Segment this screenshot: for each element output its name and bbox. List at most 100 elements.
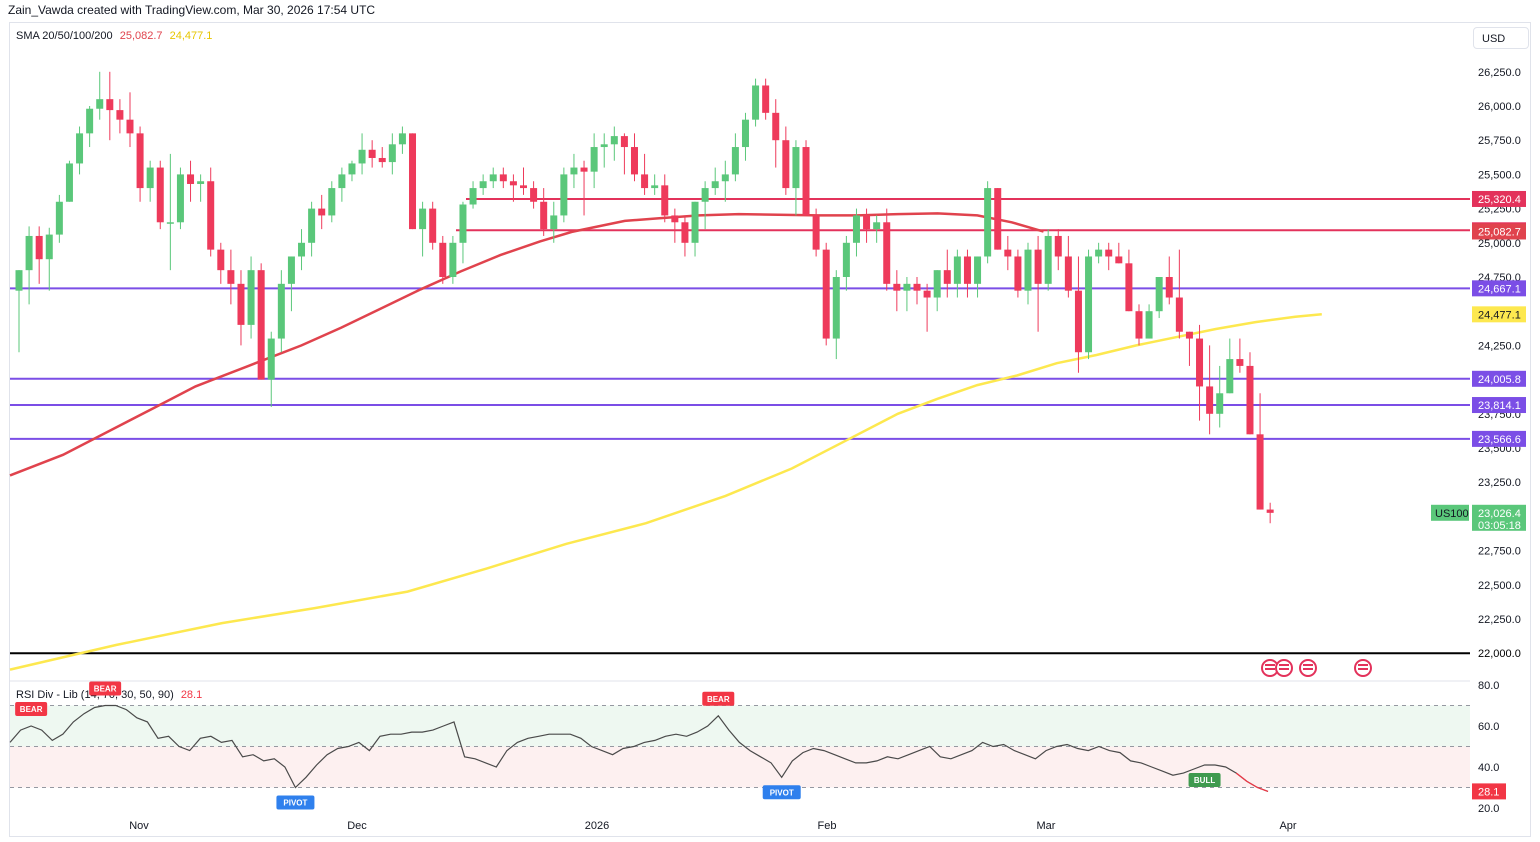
rsi-oversold-zone [10, 746, 1470, 788]
level-price-tag-bg [1472, 190, 1526, 207]
candle-body [1165, 277, 1173, 298]
date-axis-label: Mar [1037, 820, 1056, 832]
sma-red-line [9, 212, 1044, 477]
candle-body [499, 174, 507, 182]
candle-body [913, 283, 921, 291]
rsi-overbought-zone [10, 705, 1470, 747]
price-tick-label: 25,750.0 [1478, 135, 1521, 147]
candle-body [298, 242, 306, 257]
level-price-tag-bg [1472, 280, 1526, 297]
candle-body [590, 147, 598, 172]
candle-body [1024, 249, 1032, 291]
currency-button[interactable]: USD [1473, 27, 1529, 49]
candle-body [974, 256, 982, 284]
candle-body [842, 242, 850, 277]
candle-body [731, 147, 739, 175]
candle-body [1115, 256, 1123, 264]
price-tick-label: 22,500.0 [1478, 580, 1521, 592]
candle-body [1256, 434, 1264, 510]
candle-body [409, 133, 417, 230]
last-price-label: 23,026.4 [1478, 508, 1521, 520]
rsi-line-oversold [1235, 772, 1269, 792]
candle-body [600, 144, 608, 148]
candle-body [994, 188, 1002, 250]
candle-body [883, 222, 891, 284]
candle-body [1004, 249, 1012, 257]
candle-body [1226, 359, 1234, 394]
candle-body [701, 188, 709, 202]
candle-body [802, 147, 810, 216]
candle-body [368, 149, 376, 158]
flag-stripe [1358, 664, 1368, 666]
candle-body [1236, 359, 1244, 366]
candle-body [1135, 311, 1143, 339]
candle-body [1246, 365, 1254, 435]
rsi-signal-bear-marker [89, 681, 122, 696]
attribution-header: Zain_Vawda created with TradingView.com,… [8, 3, 376, 17]
rsi-tick-label: 20.0 [1478, 803, 1499, 815]
candle-body [1206, 386, 1214, 414]
candle-body [1095, 249, 1103, 257]
level-price-tag-bg [1472, 645, 1526, 662]
rsi-signal-label: PIVOT [770, 788, 794, 797]
candle-body [308, 208, 316, 243]
candle-body [792, 147, 800, 189]
level-price-tag: 25,320.4 [1478, 194, 1521, 206]
candle-body [65, 163, 73, 202]
candle-body [126, 119, 134, 134]
candle-body [86, 108, 94, 134]
candle-body [348, 163, 356, 175]
candle-body [237, 283, 245, 325]
candle-body [741, 119, 749, 148]
flag-stripe [1265, 668, 1275, 670]
rsi-signal-label: BEAR [94, 685, 117, 694]
candle-body [1145, 311, 1153, 339]
candle-body [509, 181, 517, 186]
level-price-tag-bg [1472, 397, 1526, 414]
candle-body [277, 283, 285, 339]
level-price-tag: 24,005.8 [1478, 374, 1521, 386]
rsi-signal-label: BULL [1194, 776, 1215, 785]
candle-body [227, 270, 235, 284]
candle-body [257, 270, 265, 380]
candle-body [651, 185, 659, 189]
sma-yellow-line [9, 313, 1322, 671]
candle-body [1034, 249, 1042, 284]
rsi-signal-label: BEAR [707, 695, 730, 704]
candle-body [560, 174, 568, 216]
candle-body [1044, 235, 1052, 284]
countdown-label: 03:05:18 [1478, 520, 1521, 532]
candle-body [893, 283, 901, 291]
candle-body [96, 99, 104, 109]
candle-body [156, 167, 164, 223]
candle-body [459, 204, 467, 243]
date-axis-label: 2026 [585, 820, 609, 832]
sma-legend[interactable]: SMA 20/50/100/200 25,082.7 24,477.1 [16, 30, 216, 42]
candle-body [166, 222, 174, 224]
candle-body [984, 188, 992, 257]
candle-body [1064, 256, 1072, 291]
rsi-signal-label: BEAR [20, 705, 43, 714]
candle-body [136, 133, 144, 189]
sma-yellow-price-tag: 24,477.1 [1478, 309, 1521, 321]
candle-body [388, 144, 396, 163]
candle-body [1014, 256, 1022, 291]
candle-body [641, 174, 649, 189]
candle-body [106, 99, 114, 111]
candle-body [398, 133, 406, 145]
rsi-signal-bear-marker [15, 702, 48, 716]
rsi-signal-bull-marker [1188, 772, 1221, 787]
candle-body [176, 174, 184, 223]
candle-body [25, 235, 33, 271]
flag-stripe [1279, 664, 1289, 666]
candle-body [772, 112, 780, 141]
candle-body [610, 136, 618, 145]
candle-body [247, 270, 255, 325]
candle-body [721, 174, 729, 182]
flag-stripe [1303, 668, 1313, 670]
level-price-tag: 23,566.6 [1478, 434, 1521, 446]
candle-body [903, 283, 911, 291]
rsi-signal-pivot-marker [276, 795, 315, 810]
sma-yellow-price-tag-bg [1472, 306, 1526, 323]
